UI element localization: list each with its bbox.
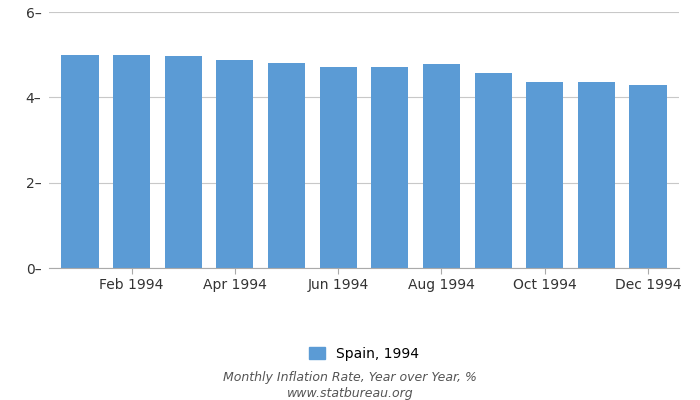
Bar <box>371 67 408 268</box>
Bar <box>629 84 666 268</box>
Bar <box>113 55 150 268</box>
Bar <box>320 68 357 268</box>
Bar <box>578 82 615 268</box>
Bar <box>164 56 202 268</box>
Bar <box>268 63 305 268</box>
Legend: Spain, 1994: Spain, 1994 <box>309 347 419 361</box>
Bar <box>216 60 253 268</box>
Text: www.statbureau.org: www.statbureau.org <box>287 388 413 400</box>
Bar <box>423 64 460 268</box>
Bar <box>526 82 564 268</box>
Text: Monthly Inflation Rate, Year over Year, %: Monthly Inflation Rate, Year over Year, … <box>223 372 477 384</box>
Bar <box>62 55 99 268</box>
Bar <box>475 73 512 268</box>
